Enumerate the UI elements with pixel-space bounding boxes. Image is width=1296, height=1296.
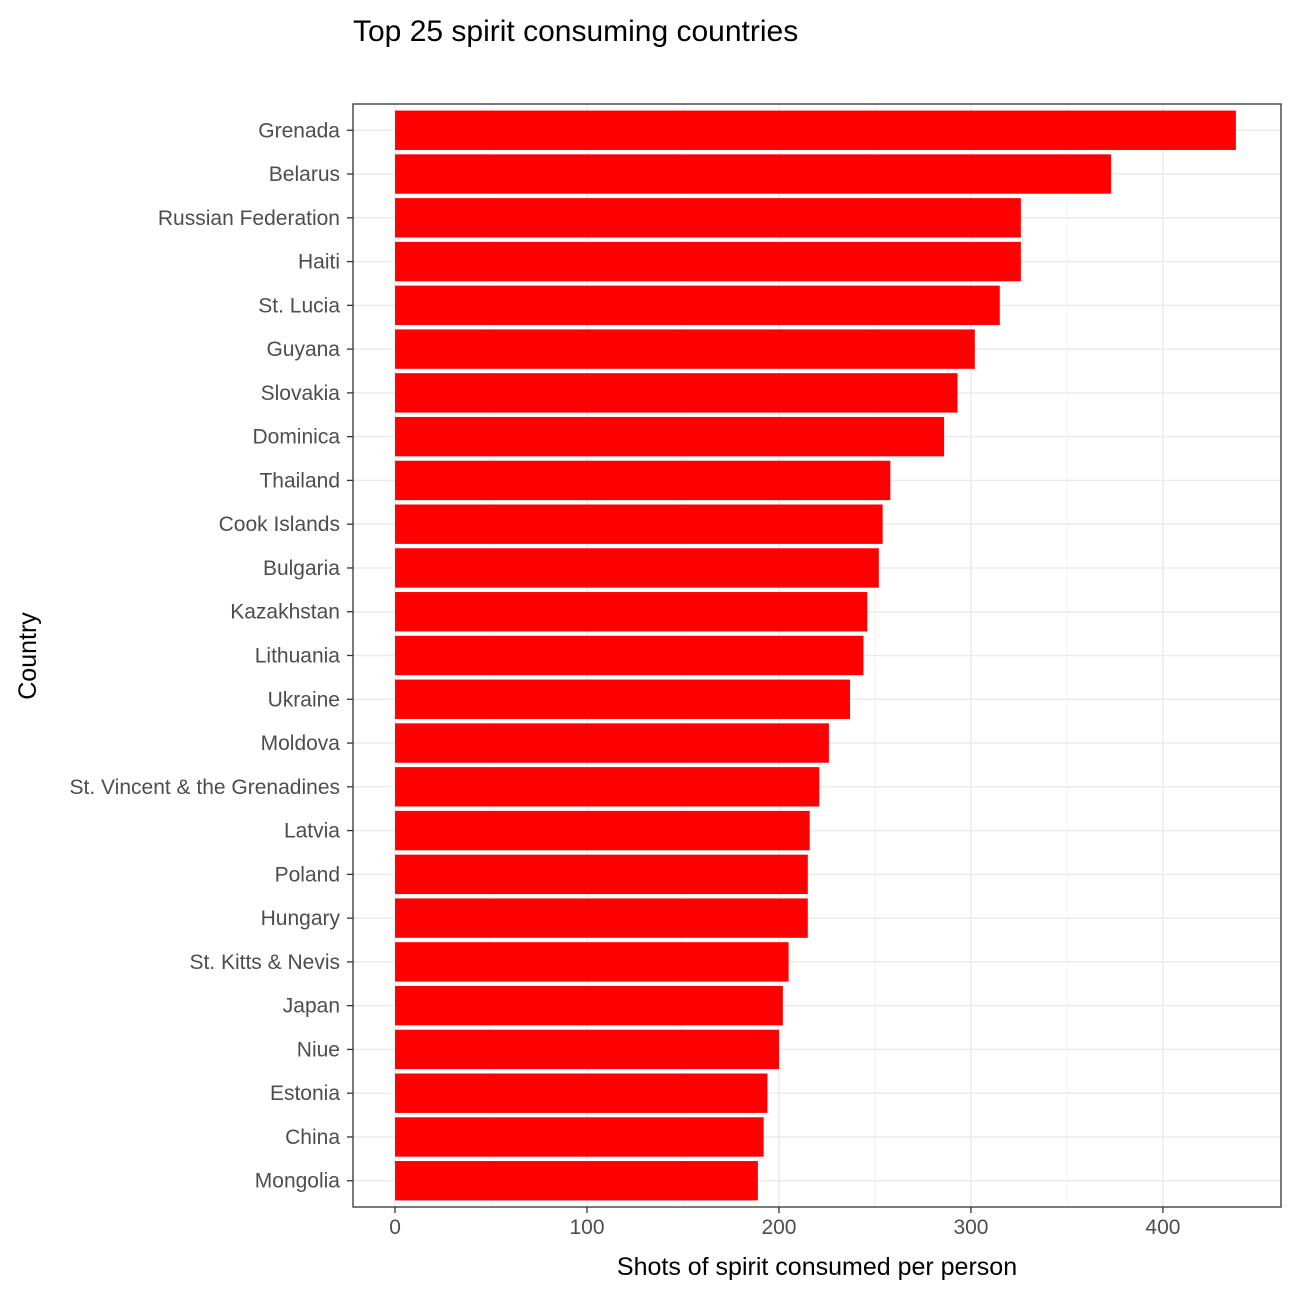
y-tick-label: Niue: [297, 1038, 340, 1061]
bar: [395, 1073, 768, 1113]
bar: [395, 942, 789, 982]
y-tick-label: Hungary: [261, 907, 341, 930]
x-axis: 0 100 200 300 400: [389, 1207, 1180, 1239]
bar: [395, 504, 883, 544]
y-tick-label: Ukraine: [268, 688, 340, 711]
x-tick-label: 100: [569, 1216, 604, 1239]
x-tick-label: 0: [389, 1216, 401, 1239]
y-tick-label: Guyana: [266, 338, 340, 361]
y-tick-label: China: [285, 1126, 340, 1149]
bar: [395, 241, 1021, 282]
x-axis-label: Shots of spirit consumed per person: [617, 1253, 1017, 1281]
y-tick-label: Kazakhstan: [230, 601, 340, 624]
bar: [395, 460, 891, 501]
bar: [395, 285, 1000, 326]
bar: [395, 1117, 764, 1157]
bar: [395, 679, 851, 719]
bar: [395, 329, 975, 369]
y-axis-label: Country: [14, 612, 42, 700]
bar: [395, 810, 810, 851]
y-tick-label: St. Lucia: [258, 294, 340, 317]
bar: [395, 767, 820, 807]
y-tick-label: Belarus: [269, 163, 340, 186]
y-tick-label: Estonia: [270, 1082, 340, 1105]
bar: [395, 1029, 779, 1070]
y-tick-label: Japan: [283, 995, 340, 1018]
y-tick-label: Lithuania: [255, 645, 341, 668]
y-tick-label: Bulgaria: [263, 557, 340, 580]
bar: [395, 898, 808, 938]
y-tick-label: St. Kitts & Nevis: [189, 951, 340, 974]
bar: [395, 985, 783, 1026]
y-tick-label: Grenada: [258, 119, 340, 142]
y-axis: Grenada Belarus Russian Federation Haiti St.…: [70, 119, 353, 1193]
y-tick-label: St. Vincent & the Grenadines: [70, 776, 340, 799]
y-tick-label: Moldova: [261, 732, 341, 755]
y-tick-label: Slovakia: [261, 382, 341, 405]
y-tick-label: Dominica: [252, 426, 340, 449]
bar: [395, 198, 1021, 238]
bar: [395, 723, 829, 763]
bar: [395, 373, 958, 413]
y-tick-label: Thailand: [259, 469, 340, 492]
y-tick-label: Latvia: [284, 820, 340, 843]
y-tick-label: Poland: [275, 863, 340, 886]
bar: [395, 110, 1236, 150]
bar: [395, 1161, 758, 1201]
bars: [395, 110, 1236, 1201]
bar: [395, 592, 868, 632]
bar: [395, 635, 864, 676]
x-tick-label: 200: [761, 1216, 796, 1239]
y-tick-label: Mongolia: [255, 1170, 341, 1193]
x-tick-label: 400: [1145, 1216, 1180, 1239]
y-tick-label: Russian Federation: [158, 207, 340, 230]
bar: [395, 854, 808, 895]
x-tick-label: 300: [953, 1216, 988, 1239]
bar: [395, 154, 1112, 194]
chart-title: Top 25 spirit consuming countries: [353, 15, 798, 48]
y-tick-label: Cook Islands: [219, 513, 340, 536]
bar: [395, 416, 945, 457]
bar: [395, 548, 879, 588]
y-tick-label: Haiti: [298, 251, 340, 274]
